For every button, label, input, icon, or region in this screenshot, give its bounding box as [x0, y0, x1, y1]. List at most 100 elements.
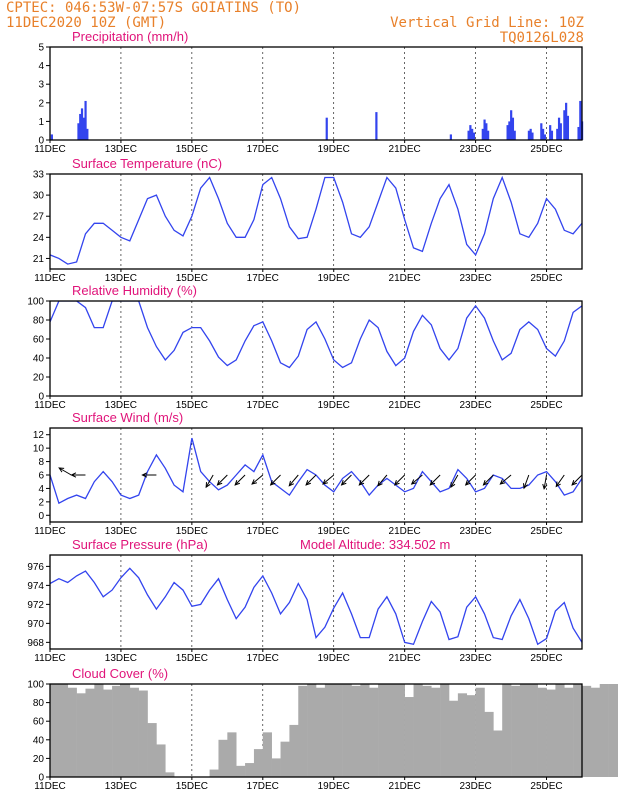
cloud-bar: [120, 684, 131, 777]
y-tick-label: 20: [33, 373, 45, 384]
cloud-bar: [493, 730, 503, 777]
y-tick-label: 20: [33, 754, 45, 765]
x-tick-label: 13DEC: [105, 144, 137, 155]
precip-bar: [483, 119, 486, 140]
precip-bar: [77, 123, 80, 140]
wind-arrow-head: [482, 480, 489, 486]
wind-arrow: [358, 474, 370, 486]
x-tick-label: 21DEC: [389, 144, 421, 155]
y-tick-label: 27: [33, 212, 45, 223]
cloud-bar: [76, 693, 86, 777]
x-tick-label: 11DEC: [34, 400, 66, 411]
precip-bar: [541, 128, 545, 140]
wind-arrow-head: [571, 480, 577, 486]
cloud-bar: [333, 684, 343, 777]
x-tick-label: 23DEC: [459, 400, 491, 411]
y-tick-label: 30: [33, 191, 45, 202]
precip-bar: [579, 100, 582, 140]
precip-bar: [50, 134, 53, 140]
grid-line-note: Vertical Grid Line: 10Z: [390, 15, 584, 31]
cloud-bar: [342, 684, 352, 777]
cloud-bar: [289, 724, 299, 777]
panel-6: 0 20 40 60 80 100 11DEC 13DEC 15DEC 17DEC 19DEC 21D…: [27, 666, 618, 792]
cloud-bar: [484, 711, 494, 777]
y-tick-label: 5: [38, 43, 44, 54]
x-tick-label: 11DEC: [34, 526, 66, 537]
wind-arrow: [217, 474, 228, 486]
y-tick-label: 4: [38, 61, 44, 72]
cloud-bar: [413, 684, 423, 777]
wind-arrow: [58, 467, 72, 476]
cloud-bar: [431, 687, 441, 777]
cloud-bar: [236, 765, 246, 777]
wind-arrow-head: [450, 482, 456, 489]
cloud-bar: [599, 684, 609, 777]
x-tick-label: 11DEC: [34, 273, 66, 284]
precip-bar: [487, 130, 490, 140]
cloud-bar: [227, 732, 237, 777]
precip-bar: [506, 125, 509, 140]
precip-bar: [556, 128, 559, 140]
cloud-bar: [218, 739, 228, 777]
x-tick-label: 13DEC: [105, 653, 137, 664]
x-tick-label: 25DEC: [530, 273, 562, 284]
x-tick-label: 25DEC: [530, 144, 562, 155]
plot-frame: [49, 683, 583, 778]
y-tick-label: 0: [38, 511, 44, 522]
cloud-bar: [50, 684, 60, 777]
run-time: 11DEC2020 10Z (GMT): [6, 15, 166, 31]
panel-title: Surface Temperature (nC): [72, 156, 222, 171]
panel-1: 0 1 2 3 4 5 11DEC 13DEC 15DEC 17DEC 19DEC 21DEC 23DE…: [34, 29, 584, 155]
precip-bar: [559, 123, 562, 140]
cloud-bar: [573, 684, 583, 777]
x-tick-label: 23DEC: [459, 526, 491, 537]
x-tick-label: 19DEC: [318, 273, 350, 284]
panel-2: 21 24 27 30 33 11DEC 13DEC 15DEC 17DEC 19DEC 21DEC…: [33, 156, 583, 284]
precip-bar: [375, 112, 378, 140]
x-tick-label: 19DEC: [318, 781, 350, 792]
wind-arrow-head: [499, 479, 506, 485]
cloud-bar: [608, 684, 618, 777]
y-tick-label: 80: [33, 316, 45, 327]
cloud-bar: [156, 744, 166, 777]
x-tick-label: 17DEC: [247, 526, 279, 537]
x-tick-label: 21DEC: [389, 273, 421, 284]
precip-bar: [565, 102, 568, 140]
wind-arrow: [288, 474, 299, 487]
plot-frame: [49, 300, 583, 397]
wind-arrow-head: [269, 480, 276, 486]
panel-4: 0 2 4 6 8 10 12 11DEC 13DEC 15DEC 17DEC 19DEC 21DEC 2…: [33, 410, 583, 537]
cloud-bar: [537, 687, 547, 777]
wind-arrow-head: [555, 481, 561, 488]
x-tick-label: 11DEC: [34, 144, 66, 155]
precip-bar: [511, 117, 515, 140]
cloud-bar: [564, 687, 574, 777]
y-tick-label: 974: [27, 581, 44, 592]
panel-3: 0 20 40 60 80 100 11DEC 13DEC 15DEC 17DEC 19DEC 21D…: [27, 283, 583, 411]
cloud-bar: [395, 684, 405, 777]
wind-arrow: [571, 474, 583, 486]
x-tick-label: 21DEC: [389, 526, 421, 537]
y-tick-label: 33: [33, 170, 45, 181]
x-tick-label: 15DEC: [176, 781, 208, 792]
cloud-bar: [449, 700, 459, 777]
panel-subtitle: Model Altitude: 334.502 m: [300, 537, 450, 552]
station-header: CPTEC: 046:53W-07:57S GOIATINS (TO): [6, 0, 301, 16]
plot-frame: [49, 46, 583, 141]
wind-arrow-head: [542, 483, 548, 490]
y-tick-label: 80: [33, 698, 45, 709]
y-tick-label: 1: [38, 117, 44, 128]
y-tick-label: 100: [27, 680, 44, 691]
y-tick-label: 60: [33, 335, 45, 346]
wind-arrow-head: [523, 483, 528, 490]
wind-arrow-head: [141, 472, 148, 478]
cloud-bar: [351, 685, 361, 777]
wind-arrow: [429, 474, 441, 486]
x-tick-label: 21DEC: [389, 653, 421, 664]
precip-bar: [529, 128, 532, 140]
wind-arrow-head: [322, 479, 328, 485]
wind-arrow: [543, 474, 548, 489]
cloud-bar: [582, 685, 592, 777]
wind-arrow: [523, 474, 530, 489]
cloud-bar: [369, 687, 379, 777]
